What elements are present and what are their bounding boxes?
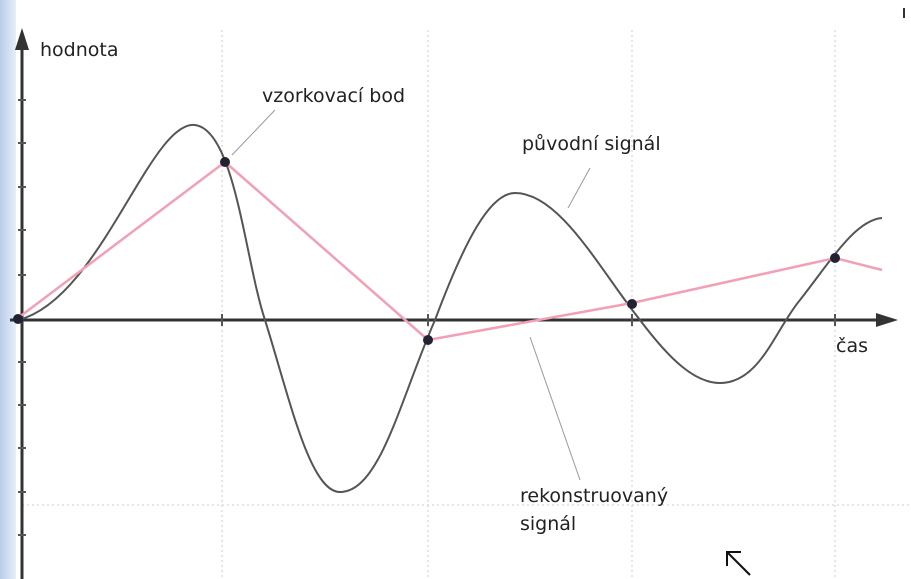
axes (10, 28, 898, 579)
sample-points (13, 157, 840, 345)
y-arrow (15, 28, 29, 50)
cursor-head (726, 551, 741, 566)
sample-point (220, 157, 230, 167)
reconstructed-signal (17, 160, 883, 342)
pointer (231, 109, 276, 156)
y-axis-label: hodnota (40, 39, 119, 61)
sample-point (13, 314, 23, 324)
sample-point (627, 299, 637, 309)
reconstructed-label: signál (520, 513, 576, 535)
cursor-line (726, 551, 751, 576)
original-label: původní signál (522, 133, 661, 155)
pointers (231, 109, 591, 481)
sample-point-label: vzorkovací bod (262, 85, 405, 107)
sample-point (423, 335, 433, 345)
pointer (529, 336, 581, 481)
cursor (726, 551, 751, 576)
x-axis-label: čas (836, 335, 868, 357)
original-signal (17, 123, 883, 494)
reconstructed-label: rekonstruovaný (520, 485, 668, 507)
sample-point (830, 253, 840, 263)
x-arrow (876, 313, 898, 327)
grid (22, 30, 911, 579)
side-strip (0, 0, 16, 579)
pointer (567, 167, 591, 209)
ticks (18, 99, 836, 536)
